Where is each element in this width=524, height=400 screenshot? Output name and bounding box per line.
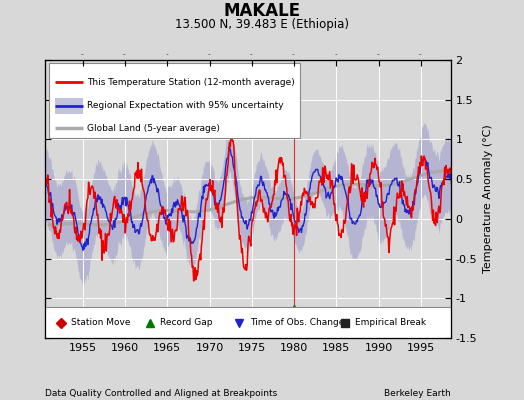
Text: Record Gap: Record Gap bbox=[160, 318, 213, 327]
Text: Time of Obs. Change: Time of Obs. Change bbox=[249, 318, 344, 327]
Bar bbox=[54, 98, 83, 114]
Text: This Temperature Station (12-month average): This Temperature Station (12-month avera… bbox=[87, 78, 295, 87]
Text: Regional Expectation with 95% uncertainty: Regional Expectation with 95% uncertaint… bbox=[87, 101, 284, 110]
Bar bbox=[49, 63, 300, 138]
Text: Berkeley Earth: Berkeley Earth bbox=[384, 389, 451, 398]
Text: MAKALE: MAKALE bbox=[223, 2, 301, 20]
Bar bbox=[45, 308, 451, 338]
Text: Global Land (5-year average): Global Land (5-year average) bbox=[87, 124, 220, 133]
Text: Station Move: Station Move bbox=[71, 318, 130, 327]
Text: Data Quality Controlled and Aligned at Breakpoints: Data Quality Controlled and Aligned at B… bbox=[45, 389, 277, 398]
Text: 13.500 N, 39.483 E (Ethiopia): 13.500 N, 39.483 E (Ethiopia) bbox=[175, 18, 349, 31]
Text: Empirical Break: Empirical Break bbox=[355, 318, 427, 327]
Y-axis label: Temperature Anomaly (°C): Temperature Anomaly (°C) bbox=[483, 125, 493, 273]
